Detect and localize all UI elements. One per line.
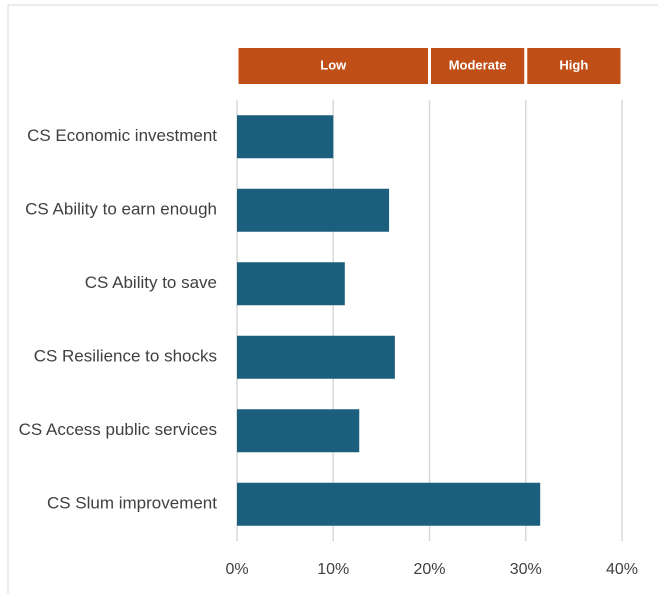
frame xyxy=(7,4,658,594)
x-tick-label: 30% xyxy=(510,561,542,578)
band-label: Low xyxy=(320,57,347,72)
bar xyxy=(237,335,395,379)
y-tick-label: CS Access public services xyxy=(19,420,217,439)
band-label: Moderate xyxy=(449,57,507,72)
x-tick-label: 10% xyxy=(317,561,349,578)
bar xyxy=(237,115,334,159)
bar xyxy=(237,482,541,526)
x-tick-label: 40% xyxy=(606,561,638,578)
x-tick-label: 20% xyxy=(413,561,445,578)
bar xyxy=(237,188,390,232)
band-label: High xyxy=(559,57,588,72)
band xyxy=(431,48,525,84)
bar xyxy=(237,409,360,453)
y-tick-label: CS Ability to earn enough xyxy=(25,200,217,219)
bar xyxy=(237,262,345,306)
x-tick-label: 0% xyxy=(225,561,248,578)
y-tick-label: CS Slum improvement xyxy=(47,494,217,513)
y-tick-label: CS Economic investment xyxy=(27,126,217,145)
y-tick-label: CS Ability to save xyxy=(85,273,217,292)
band xyxy=(527,48,621,84)
band xyxy=(238,48,428,84)
y-tick-label: CS Resilience to shocks xyxy=(34,347,217,366)
